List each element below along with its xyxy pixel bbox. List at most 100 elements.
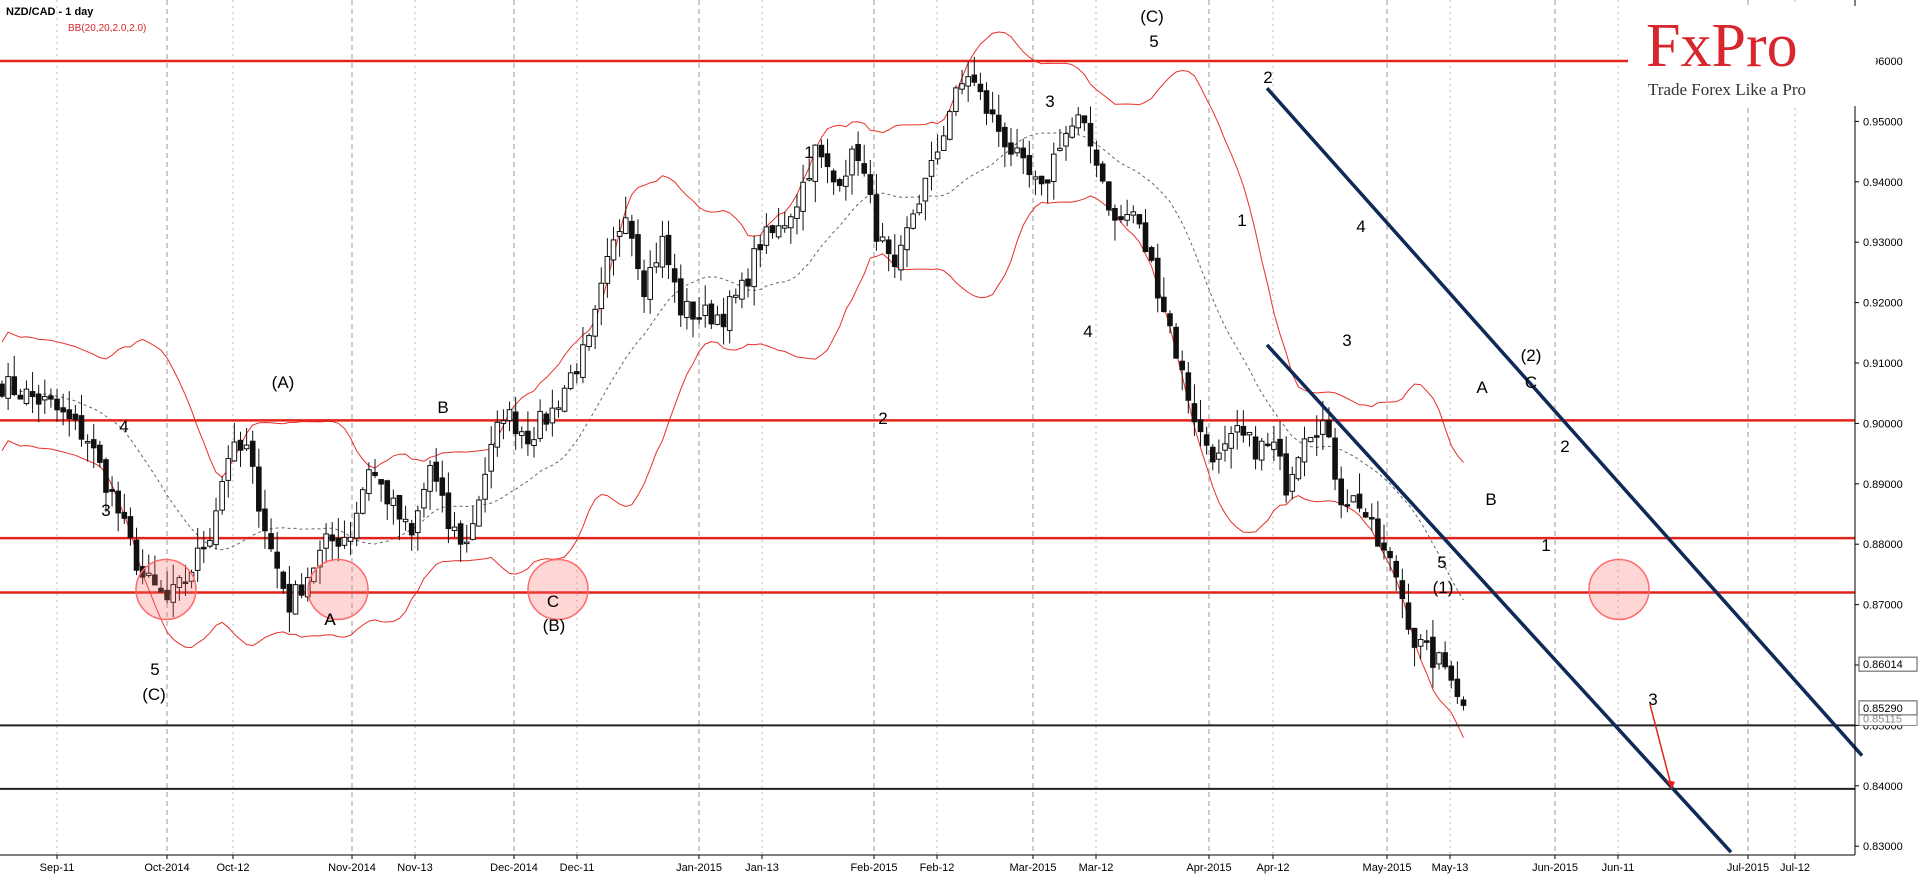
bull-candle	[463, 541, 470, 545]
wave-label: 5	[1149, 32, 1158, 51]
bear-candle	[708, 303, 715, 325]
bull-candle	[1307, 436, 1314, 443]
bear-candle	[543, 413, 550, 425]
wave-label: B	[1485, 490, 1496, 509]
bull-candle	[928, 159, 935, 177]
bear-candle	[855, 144, 861, 162]
bear-candle	[35, 393, 42, 405]
time-tick-label: Apr-12	[1256, 862, 1289, 874]
bear-candle	[1326, 419, 1332, 438]
bear-candle	[72, 413, 79, 421]
price-axis[interactable]: 0.960000.950000.940000.930000.920000.910…	[1854, 0, 1918, 855]
wave-label: 4	[1356, 217, 1365, 236]
time-tick-label: May-2015	[1363, 862, 1412, 874]
bull-candle	[800, 181, 806, 212]
bear-candle	[1197, 419, 1204, 433]
bear-candle	[1399, 580, 1406, 600]
bull-candle	[763, 226, 770, 246]
bull-candle	[812, 144, 819, 182]
time-tick-label: May-13	[1432, 862, 1469, 874]
bear-candle	[48, 395, 54, 400]
bear-candle	[17, 394, 24, 400]
bear-candle	[1252, 436, 1259, 460]
bear-candle	[164, 589, 170, 601]
bear-candle	[690, 301, 696, 320]
time-tick-label: Oct-12	[216, 862, 249, 874]
bear-candle	[677, 278, 684, 316]
bull-candle	[1124, 214, 1130, 221]
bull-candle	[402, 518, 409, 523]
bull-candle	[806, 178, 812, 181]
wave-label: 3	[101, 501, 110, 520]
bear-candle	[1240, 425, 1247, 436]
bear-candle	[109, 489, 115, 492]
bull-candle	[476, 499, 482, 527]
bull-candle	[1436, 652, 1442, 665]
bear-candle	[665, 234, 672, 266]
bear-candle	[1008, 142, 1014, 155]
bear-candle	[873, 194, 880, 242]
wave-label: A	[1476, 378, 1488, 397]
bear-candle	[671, 268, 678, 283]
bull-candle	[353, 512, 360, 539]
bear-candle	[995, 114, 1002, 132]
time-tick-label: Sep-11	[40, 862, 75, 874]
bollinger-lower-band	[1, 195, 1464, 738]
bear-candle	[121, 511, 128, 519]
wave-label: 3	[1342, 331, 1351, 350]
highlight-circle	[527, 558, 589, 621]
bear-candle	[1283, 453, 1289, 496]
time-tick-label: Apr-2015	[1186, 862, 1231, 874]
bear-candle	[1430, 636, 1436, 668]
bear-candle	[1038, 175, 1045, 185]
wave-label: (A)	[272, 373, 295, 392]
bear-candle	[1368, 517, 1375, 520]
bear-candle	[1044, 179, 1051, 184]
bull-candle	[1320, 420, 1326, 435]
bear-candle	[152, 574, 158, 586]
highlight-circle	[135, 558, 197, 621]
bull-candle	[733, 294, 739, 298]
wave-label: 5	[1437, 553, 1446, 572]
bull-candle	[390, 497, 397, 506]
wave-label: (1)	[1433, 578, 1454, 597]
bear-candle	[1026, 155, 1033, 176]
bear-candle	[439, 477, 446, 496]
bull-candle	[531, 439, 537, 447]
time-tick-label: Nov-13	[397, 862, 432, 874]
wave-label: 2	[878, 409, 887, 428]
bull-candle	[549, 407, 556, 424]
price-tick-label: 0.93000	[1863, 237, 1903, 249]
wave-label: A	[324, 610, 336, 629]
bull-candle	[23, 388, 30, 405]
bull-candle	[586, 335, 592, 348]
wave-label: A	[324, 610, 336, 629]
bollinger-middle-band	[1, 132, 1464, 601]
bull-candle	[170, 584, 177, 603]
bear-candle	[1203, 434, 1210, 446]
wave-label: 1	[1541, 536, 1550, 555]
wave-label: (2)	[1521, 346, 1542, 365]
price-tick-label: 0.89000	[1863, 479, 1903, 491]
bear-candle	[1448, 665, 1455, 681]
bear-candle	[769, 225, 776, 234]
bear-candle	[1099, 163, 1106, 182]
bull-candle	[947, 111, 953, 140]
time-tick-label: Jan-13	[745, 862, 779, 874]
bear-candle	[90, 439, 97, 449]
bull-candle	[604, 256, 611, 284]
bear-candle	[1081, 115, 1088, 124]
time-axis[interactable]: Sep-11 Oct-2014 Oct-12 Nov-2014 Nov-13 Dec-20…	[0, 854, 1855, 874]
channel-lower-line	[1265, 343, 1733, 854]
bear-candle	[29, 391, 36, 398]
bull-candle	[965, 76, 971, 87]
bear-candle	[720, 313, 727, 328]
bear-candle	[1179, 360, 1185, 371]
bull-candle	[500, 420, 507, 424]
analysis-overlays	[135, 87, 1864, 854]
bear-candle	[1423, 640, 1430, 643]
price-tag-last: 0.86014	[1863, 659, 1903, 671]
bear-candle	[1387, 551, 1393, 559]
bear-candle	[629, 220, 635, 239]
bear-candle	[133, 539, 140, 571]
